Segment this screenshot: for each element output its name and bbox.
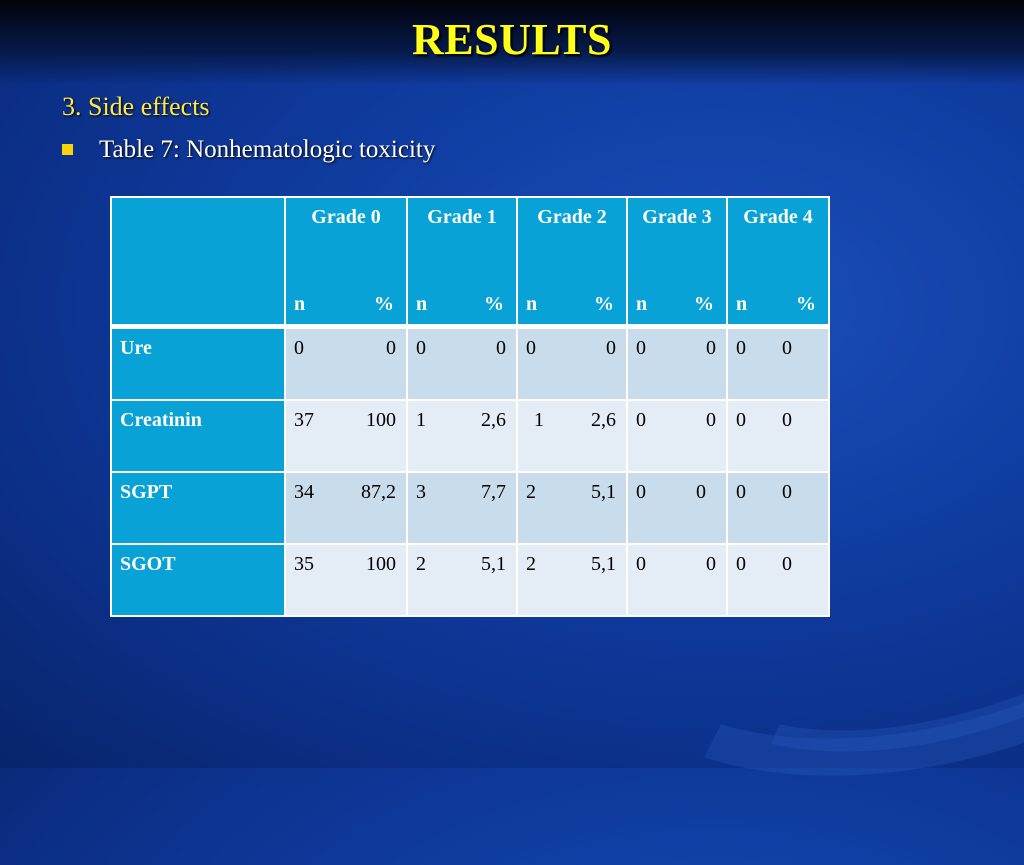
pct-value: 0 [782,337,792,359]
table-cell: 2 5,1 [407,544,518,617]
n-value: 0 [636,337,646,359]
toxicity-table: Grade 0 n% Grade 1 n% Grade 2 n% Grade 3 n% … [110,196,830,617]
row-label: SGPT [111,472,286,545]
header-grade-cell: Grade 2 n% [517,197,628,329]
table-header-row: Grade 0 n% Grade 1 n% Grade 2 n% Grade 3 n% … [111,197,830,329]
n-label: n [526,293,538,315]
n-value: 0 [636,481,646,503]
header-grade-cell: Grade 1 n% [407,197,518,329]
n-value: 0 [736,553,746,575]
grade-name: Grade 0 [311,206,381,228]
n-value: 1 [534,409,544,431]
table-cell: 2 5,1 [517,544,628,617]
caption-text: Nonhematologic toxicity [179,136,436,163]
n-value: 2 [416,553,426,575]
header-grade-cell: Grade 4 n% [727,197,830,329]
pct-label: % [374,293,394,315]
pct-label: % [694,293,714,315]
pct-value: 0 [782,409,792,431]
pct-value: 7,7 [481,481,506,503]
pct-value: 2,6 [591,409,616,431]
pct-value: 5,1 [591,481,616,503]
n-value: 0 [736,337,746,359]
pct-value: 0 [782,553,792,575]
pct-value: 100 [366,409,396,431]
pct-value: 100 [366,553,396,575]
caption-lead: Table 7: [99,136,180,163]
header-empty-cell [111,197,286,329]
header-grade-cell: Grade 3 n% [627,197,728,329]
pct-label: % [484,293,504,315]
n-value: 3 [416,481,426,503]
n-value: 34 [294,481,314,503]
grade-name: Grade 4 [743,206,813,228]
grade-name: Grade 3 [642,206,712,228]
n-value: 0 [526,337,536,359]
pct-value: 0 [496,337,506,359]
n-value: 2 [526,481,536,503]
n-label: n [736,293,748,315]
table-cell: 1 2,6 [517,400,628,473]
table-cell: 35 100 [285,544,408,617]
header-grade-cell: Grade 0 n% [285,197,408,329]
table-cell: 3 7,7 [407,472,518,545]
n-value: 0 [636,409,646,431]
pct-value: 2,6 [481,409,506,431]
grade-name: Grade 2 [537,206,607,228]
n-value: 37 [294,409,314,431]
slide-title: RESULTS [412,15,612,64]
n-label: n [636,293,648,315]
table-caption: Table 7: Nonhematologic toxicity [62,136,435,164]
table-cell: 37 100 [285,400,408,473]
n-label: n [294,293,306,315]
table-cell: 34 87,2 [285,472,408,545]
n-value: 35 [294,553,314,575]
n-value: 0 [636,553,646,575]
n-value: 0 [736,409,746,431]
pct-value: 0 [386,337,396,359]
n-value: 0 [294,337,304,359]
pct-value: 0 [606,337,616,359]
n-value: 0 [736,481,746,503]
bullet-square-icon [62,143,73,155]
pct-value: 0 [706,409,716,431]
pct-value: 0 [696,481,706,503]
row-label: Ure [111,326,286,401]
pct-label: % [796,293,816,315]
n-value: 2 [526,553,536,575]
grade-name: Grade 1 [427,206,497,228]
pct-value: 5,1 [591,553,616,575]
n-value: 0 [416,337,426,359]
pct-value: 87,2 [361,481,396,503]
section-heading: 3. Side effects [62,92,210,121]
row-label: Creatinin [111,400,286,473]
top-band [0,0,1024,85]
pct-value: 0 [706,553,716,575]
table-cell: 1 2,6 [407,400,518,473]
n-label: n [416,293,428,315]
n-value: 1 [416,409,426,431]
pct-value: 0 [706,337,716,359]
pct-value: 0 [782,481,792,503]
row-label: SGOT [111,544,286,617]
pct-label: % [594,293,614,315]
pct-value: 5,1 [481,553,506,575]
table-cell: 2 5,1 [517,472,628,545]
